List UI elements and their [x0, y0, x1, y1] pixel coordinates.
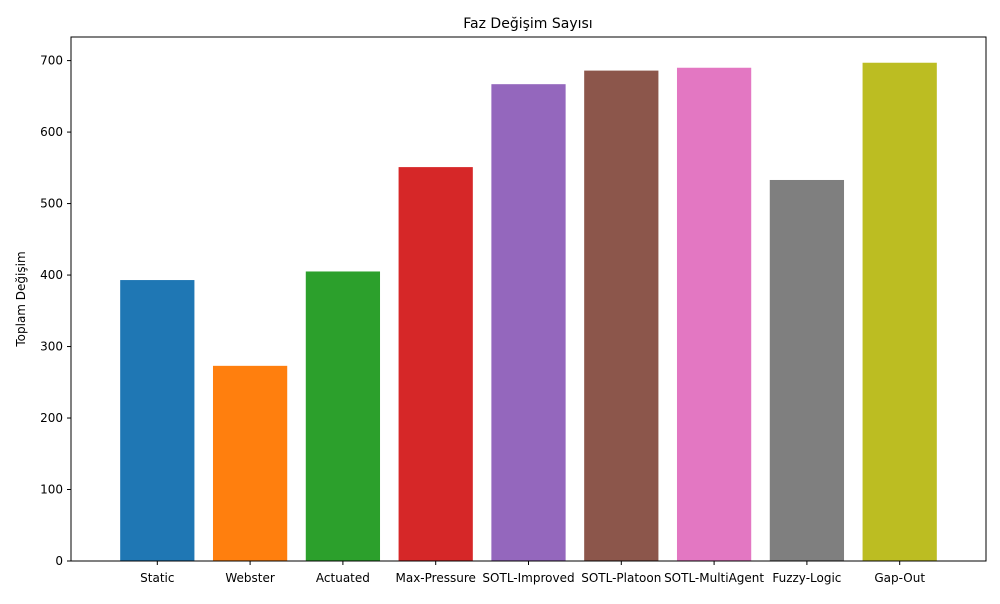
- bar-sotl-platoon: [584, 70, 659, 561]
- x-tick-label: Static: [140, 571, 174, 585]
- y-tick-label: 500: [40, 197, 63, 211]
- bar-gap-out: [862, 62, 937, 562]
- y-axis-ticks: 0 100 200 300 400 500 600 700: [40, 54, 71, 568]
- y-tick-label: 200: [40, 411, 63, 425]
- y-tick-label: 100: [40, 483, 63, 497]
- bar-max-pressure: [398, 167, 473, 561]
- x-tick-label: Fuzzy-Logic: [772, 571, 841, 585]
- y-tick-label: 700: [40, 54, 63, 68]
- x-tick-label: SOTL-Improved: [482, 571, 574, 585]
- bar-sotl-multiagent: [676, 67, 752, 561]
- bar-static: [120, 280, 195, 561]
- y-axis-label: Toplam Değişim: [14, 251, 28, 347]
- y-tick-label: 300: [40, 340, 63, 354]
- x-tick-label: Actuated: [316, 571, 370, 585]
- bar-sotl-improved: [491, 84, 566, 561]
- y-tick-label: 400: [40, 268, 63, 282]
- x-tick-label: Max-Pressure: [396, 571, 476, 585]
- plot-frame: [70, 36, 987, 562]
- bars-group: [120, 62, 937, 562]
- chart-title: Faz Değişim Sayısı: [463, 16, 592, 32]
- bar-actuated: [305, 271, 381, 561]
- x-tick-label: Gap-Out: [874, 571, 925, 585]
- x-tick-label: Webster: [225, 571, 275, 585]
- bar-fuzzy-logic: [769, 179, 845, 562]
- x-axis-ticks: Static Webster Actuated Max-Pressure SOTL-Im…: [140, 561, 925, 585]
- y-tick-label: 600: [40, 125, 63, 139]
- y-tick-label: 0: [55, 554, 63, 568]
- x-tick-label: SOTL-Platoon: [581, 571, 661, 585]
- x-tick-label: SOTL-MultiAgent: [664, 571, 764, 585]
- bar-webster: [212, 365, 288, 561]
